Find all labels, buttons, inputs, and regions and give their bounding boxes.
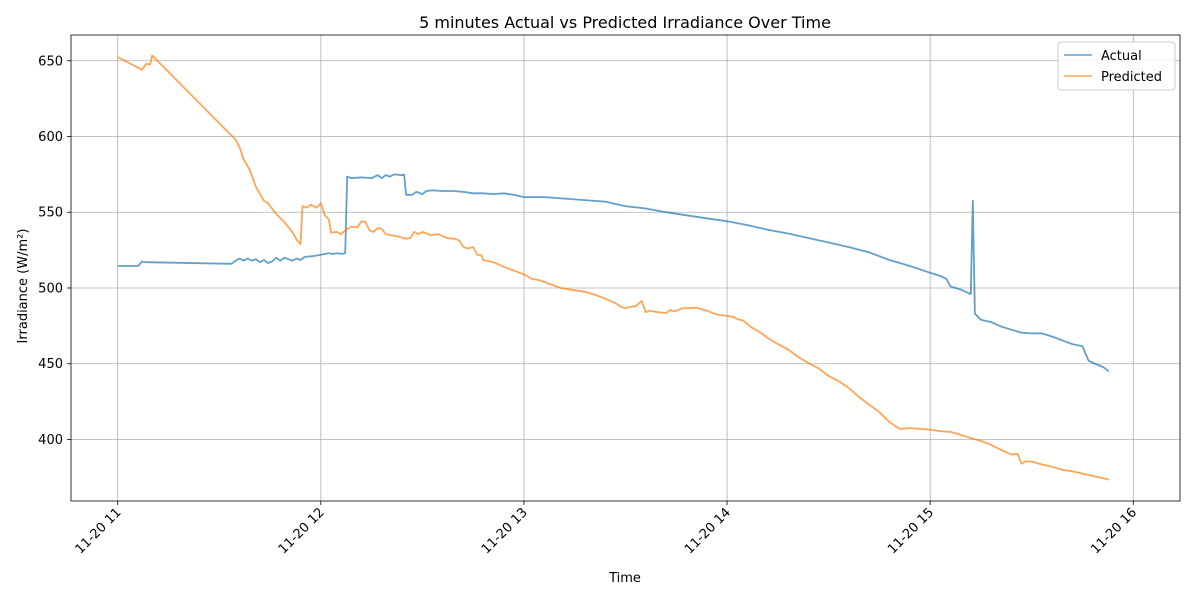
y-tick-label: 500: [38, 281, 63, 296]
legend: Actual Predicted: [1057, 41, 1176, 91]
grid: [71, 35, 1180, 501]
legend-box: [1057, 41, 1176, 91]
y-tick-label: 550: [38, 206, 63, 221]
y-tick-label: 600: [38, 130, 63, 145]
chart-title: 5 minutes Actual vs Predicted Irradiance…: [419, 13, 831, 32]
y-tick-label: 400: [38, 433, 63, 448]
series-line-actual: [117, 173, 1110, 373]
y-axis-label: Irradiance (W/m²): [16, 229, 31, 344]
legend-predicted-label: Predicted: [1101, 70, 1162, 85]
legend-actual-label: Actual: [1101, 49, 1142, 64]
x-axis-label: Time: [608, 571, 641, 586]
y-tick-label: 450: [38, 357, 63, 372]
series-layer: [117, 54, 1110, 481]
series-line-predicted: [117, 54, 1110, 481]
y-tick-label: 650: [38, 54, 63, 69]
plot-frame: [70, 34, 1181, 502]
